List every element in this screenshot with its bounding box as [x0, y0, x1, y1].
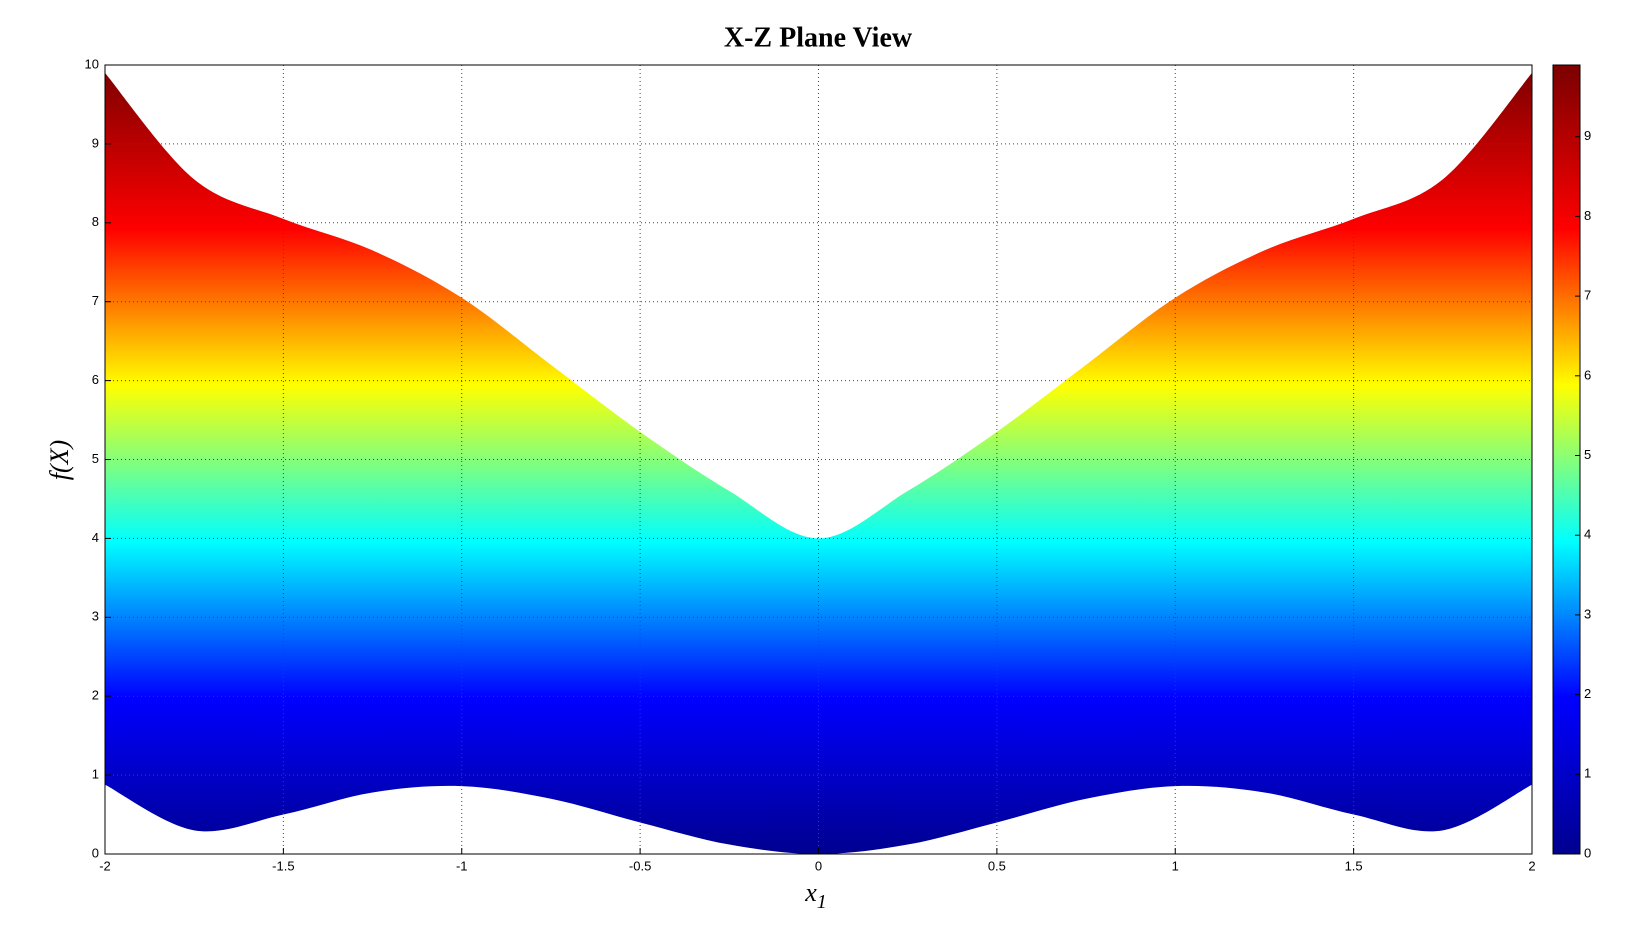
colorbar-tick-label: 5: [1584, 447, 1591, 462]
colorbar-tick-label: 6: [1584, 367, 1591, 382]
y-tick-label: 8: [92, 214, 99, 229]
x-tick-label: -0.5: [629, 858, 651, 873]
chart-title: X-Z Plane View: [724, 22, 913, 53]
colorbar-tick-label: 8: [1584, 208, 1591, 223]
x-tick-label: 1: [1172, 858, 1179, 873]
plot-frame: [104, 64, 1533, 855]
x-tick-label: 1.5: [1345, 858, 1363, 873]
colorbar-tick-label: 4: [1584, 527, 1591, 542]
colorbar-tick-label: 1: [1584, 766, 1591, 781]
y-tick-label: 10: [85, 56, 99, 71]
colorbar-tick-label: 3: [1584, 606, 1591, 621]
y-axis-label: f(X): [45, 440, 74, 480]
x-axis-label-main: x: [804, 878, 817, 907]
x-tick-label: -1.5: [272, 858, 294, 873]
y-tick-label: 6: [92, 372, 99, 387]
y-tick-label: 9: [92, 135, 99, 150]
colorbar-tick-label: 7: [1584, 288, 1591, 303]
x-axis-label-sub: 1: [817, 891, 827, 913]
y-tick-label: 1: [92, 767, 99, 782]
y-tick-label: 7: [92, 293, 99, 308]
y-tick-label: 4: [92, 530, 99, 545]
y-tick-label: 3: [92, 609, 99, 624]
y-tick-label: 0: [92, 845, 99, 860]
x-tick-label: -2: [99, 858, 111, 873]
x-tick-label: 0.5: [988, 858, 1006, 873]
y-tick-label: 2: [92, 688, 99, 703]
x-axis-label: x1: [804, 878, 827, 913]
x-tick-label: 2: [1528, 858, 1535, 873]
colorbar-tick-label: 2: [1584, 686, 1591, 701]
colorbar: [1552, 64, 1581, 855]
x-tick-label: -1: [456, 858, 468, 873]
y-tick-label: 5: [92, 451, 99, 466]
colorbar-tick-label: 9: [1584, 128, 1591, 143]
x-tick-label: 0: [815, 858, 822, 873]
colorbar-tick-label: 0: [1584, 845, 1591, 860]
